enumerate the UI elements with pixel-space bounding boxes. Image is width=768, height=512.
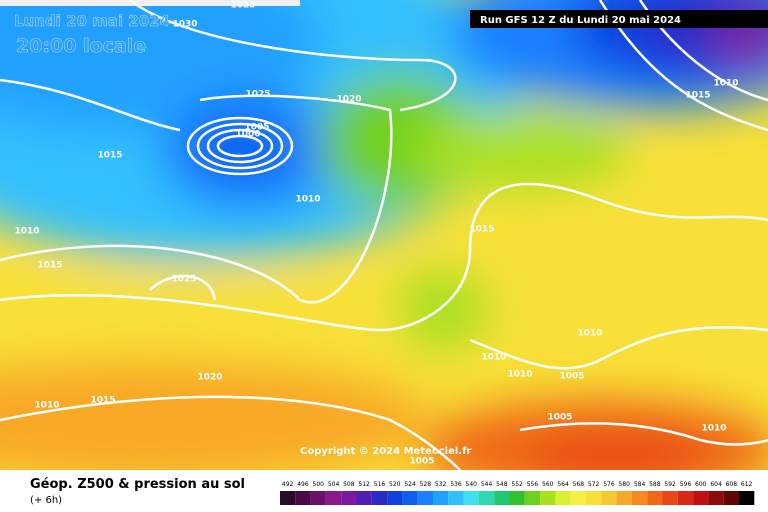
scale-swatch [570,491,586,505]
scale-label: 572 [588,481,600,488]
scale-label: 512 [358,481,370,488]
scale-swatch [601,491,617,505]
isobar-label: 1005 [547,413,572,423]
isobar-label: 1010 [713,79,738,89]
scale-swatch [662,491,678,505]
scale-swatch [417,491,433,505]
run-info: Run GFS 12 Z du Lundi 20 mai 2024 [480,15,681,26]
isobar-label: 1020 [197,373,222,383]
scale-label: 568 [573,481,585,488]
isobar-label: 1015 [685,91,710,101]
scale-swatch [387,491,403,505]
isobar-label: 1005 [409,457,434,467]
isobar-label: 1030 [172,20,197,30]
isobars [0,0,768,470]
scale-swatch [295,491,311,505]
scale-label: 540 [466,481,478,488]
scale-label: 520 [389,481,401,488]
scale-label: 536 [450,481,462,488]
scale-swatch [433,491,449,505]
scale-swatch [524,491,541,505]
scale-swatch [310,491,326,505]
scale-swatch [647,491,663,505]
scale-label: 556 [527,481,539,488]
run-banner [470,10,768,28]
scale-label: 612 [741,481,753,488]
scale-label: 500 [313,481,325,488]
scale-swatch [586,491,602,505]
isobar-label: 1015 [97,151,122,161]
isobar-label: 1025 [230,1,255,11]
scale-swatch [540,491,556,505]
isobar-label: 1010 [507,370,532,380]
scale-swatch [555,491,571,505]
isobar-label: 1010 [481,353,506,363]
scale-swatch [371,491,388,505]
isobar-label: 1015 [469,225,494,235]
scale-label: 600 [695,481,707,488]
scale-label: 576 [603,481,615,488]
scale-swatch [631,491,648,505]
scale-swatch [739,491,755,505]
isobar-label: 1010 [701,424,726,434]
scale-swatch [463,491,479,505]
scale-label: 524 [404,481,416,488]
scale-swatch [494,491,510,505]
scale-swatch [356,491,372,505]
scale-swatch [341,491,357,505]
lead-time: (+ 6h) [30,495,62,506]
scale-label: 604 [710,481,722,488]
scale-swatch [448,491,464,505]
scale-swatch [693,491,709,505]
legend-title: Géop. Z500 & pression au sol [30,477,245,492]
scale-label: 528 [420,481,432,488]
isobar-label: 1020 [336,95,361,105]
scale-label: 532 [435,481,447,488]
scale-label: 580 [619,481,631,488]
isobar-label: 1005 [559,372,584,382]
scale-swatch [402,491,418,505]
scale-label: 564 [557,481,569,488]
scale-label: 608 [726,481,738,488]
isobar-label: 1005 [244,123,269,133]
scale-swatch [280,491,296,505]
date: Lundi 20 mai 2024 [14,12,170,30]
scale-label: 496 [297,481,309,488]
scale-label: 548 [496,481,508,488]
scale-swatch [478,491,495,505]
isobar-label: 1010 [295,195,320,205]
scale-swatch [616,491,632,505]
scale-label: 544 [481,481,493,488]
scale-swatch [325,491,342,505]
isobar-label: 1015 [37,261,62,271]
scale-label: 552 [511,481,523,488]
scale-label: 588 [649,481,661,488]
copyright: Copyright © 2024 Meteociel.fr [300,446,471,457]
scale-label: 584 [634,481,646,488]
scale-swatch [677,491,694,505]
isobar-label: 1025 [245,90,270,100]
isobar-label: 1000 [235,130,260,140]
scale-label: 560 [542,481,554,488]
scale-label: 504 [328,481,340,488]
isobar-label: 1010 [577,329,602,339]
scale-swatch [708,491,724,505]
scale-swatch [723,491,739,505]
scale-label: 516 [374,481,386,488]
scale-swatch [509,491,525,505]
isobar-label: 1015 [90,396,115,406]
isobar-label: 1010 [14,227,39,237]
scale-label: 492 [282,481,294,488]
isobar-label: 1010 [34,401,59,411]
scale-label: 596 [680,481,692,488]
scale-label: 508 [343,481,355,488]
scale-label: 592 [664,481,676,488]
isobar-label: 1025 [171,275,196,285]
time: 20:00 locale [16,35,146,57]
